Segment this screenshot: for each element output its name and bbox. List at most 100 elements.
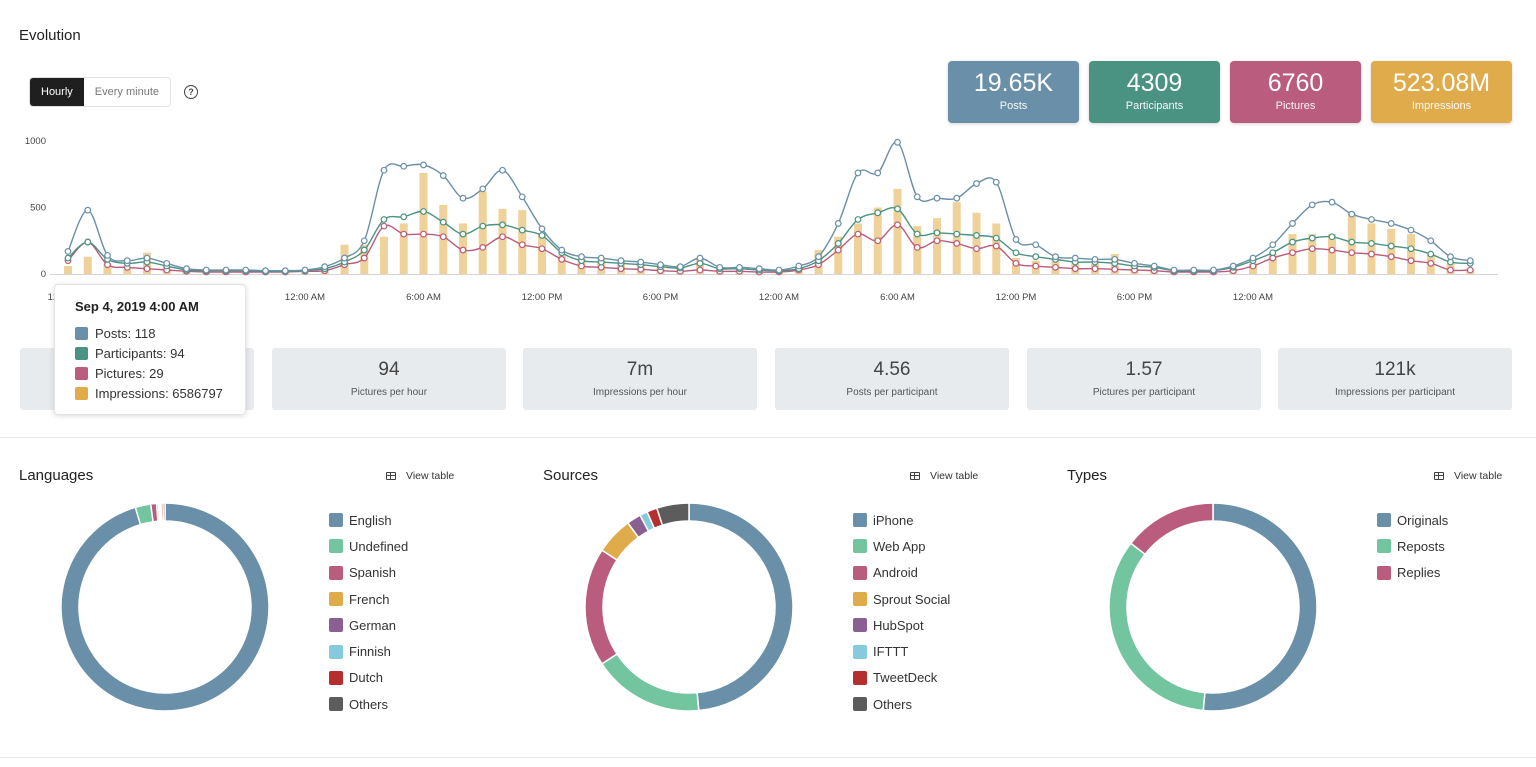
kpi-posts[interactable]: 19.65K Posts xyxy=(948,61,1079,123)
posts-point[interactable] xyxy=(1368,216,1375,223)
posts-point[interactable] xyxy=(913,193,921,201)
participants-point[interactable] xyxy=(439,218,447,226)
kpi-impressions[interactable]: 523.08M Impressions xyxy=(1371,61,1512,123)
impressions-bar[interactable] xyxy=(1268,254,1277,274)
posts-point[interactable] xyxy=(1190,266,1198,274)
legend-item[interactable]: Others xyxy=(853,691,950,717)
legend-item[interactable]: German xyxy=(329,612,408,638)
participants-point[interactable] xyxy=(459,230,467,238)
participants-point[interactable] xyxy=(1289,238,1296,246)
posts-point[interactable] xyxy=(815,253,822,261)
posts-point[interactable] xyxy=(894,138,901,146)
pictures-point[interactable] xyxy=(953,240,961,247)
legend-item[interactable]: Reposts xyxy=(1377,533,1448,559)
posts-point[interactable] xyxy=(301,266,309,274)
legend-item[interactable]: Finnish xyxy=(329,638,408,664)
pictures-point[interactable] xyxy=(992,242,1000,250)
pictures-point[interactable] xyxy=(1012,259,1020,267)
posts-point[interactable] xyxy=(262,267,269,275)
participants-point[interactable] xyxy=(894,205,901,213)
pictures-point[interactable] xyxy=(1387,253,1395,261)
participants-point[interactable] xyxy=(518,226,526,234)
legend-item[interactable]: Originals xyxy=(1377,507,1448,533)
pictures-point[interactable] xyxy=(1447,266,1454,274)
pictures-point[interactable] xyxy=(1032,262,1040,270)
participants-point[interactable] xyxy=(400,213,408,221)
participants-point[interactable] xyxy=(973,232,980,239)
participants-point[interactable] xyxy=(1032,253,1040,261)
posts-point[interactable] xyxy=(84,206,92,214)
legend-item[interactable]: Replies xyxy=(1377,560,1448,586)
posts-point[interactable] xyxy=(953,194,961,202)
pictures-point[interactable] xyxy=(400,230,408,238)
sources-view-table-button[interactable]: View table xyxy=(910,470,978,482)
posts-point[interactable] xyxy=(163,259,171,267)
types-donut[interactable] xyxy=(1106,500,1320,714)
every-minute-option[interactable]: Every minute xyxy=(83,78,170,106)
posts-point[interactable] xyxy=(1447,253,1454,261)
posts-point[interactable] xyxy=(1071,254,1079,262)
participants-point[interactable] xyxy=(64,254,72,262)
participants-point[interactable] xyxy=(834,240,842,247)
participants-point[interactable] xyxy=(1269,249,1277,257)
participants-point[interactable] xyxy=(953,230,961,238)
posts-point[interactable] xyxy=(1111,255,1119,263)
posts-point[interactable] xyxy=(637,258,645,266)
posts-point[interactable] xyxy=(736,263,743,271)
participants-point[interactable] xyxy=(420,208,427,215)
posts-point[interactable] xyxy=(1348,210,1356,218)
posts-point[interactable] xyxy=(518,193,526,201)
hourly-option[interactable]: Hourly xyxy=(30,78,84,106)
posts-point[interactable] xyxy=(538,225,546,233)
legend-item[interactable]: Web App xyxy=(853,533,950,559)
pictures-point[interactable] xyxy=(1348,249,1356,257)
pictures-point[interactable] xyxy=(380,222,388,230)
posts-point[interactable] xyxy=(1308,201,1316,209)
posts-point[interactable] xyxy=(1052,253,1059,261)
legend-item[interactable]: French xyxy=(329,586,408,612)
types-view-table-button[interactable]: View table xyxy=(1434,470,1502,482)
pictures-point[interactable] xyxy=(1091,265,1099,273)
participants-point[interactable] xyxy=(933,229,941,237)
impressions-bar[interactable] xyxy=(123,268,132,274)
posts-point[interactable] xyxy=(992,178,1000,186)
donut-slice[interactable] xyxy=(688,502,794,712)
posts-point[interactable] xyxy=(676,263,684,271)
posts-point[interactable] xyxy=(202,266,210,274)
participants-point[interactable] xyxy=(499,221,506,229)
pictures-point[interactable] xyxy=(854,230,862,238)
pictures-point[interactable] xyxy=(479,243,487,251)
evolution-chart[interactable]: 1000 500 0 12:00 PM 6:00 PM 12:00 AM 6:00 AM 12… xyxy=(0,130,1536,310)
kpi-participants[interactable]: 4309 Participants xyxy=(1089,61,1220,123)
pictures-point[interactable] xyxy=(913,243,921,251)
pictures-point[interactable] xyxy=(1071,265,1079,273)
posts-point[interactable] xyxy=(933,194,941,202)
posts-point[interactable] xyxy=(380,166,388,174)
posts-point[interactable] xyxy=(104,251,111,259)
participants-point[interactable] xyxy=(992,234,1000,242)
legend-item[interactable]: iPhone xyxy=(853,507,950,533)
donut-slice[interactable] xyxy=(655,502,690,527)
impressions-bar[interactable] xyxy=(893,188,902,274)
languages-donut[interactable] xyxy=(58,500,272,714)
impressions-bar[interactable] xyxy=(1328,234,1336,274)
legend-item[interactable]: Dutch xyxy=(329,665,408,691)
donut-slice[interactable] xyxy=(584,549,619,665)
pictures-point[interactable] xyxy=(1289,249,1296,257)
legend-item[interactable]: TweetDeck xyxy=(853,665,950,691)
posts-point[interactable] xyxy=(854,169,862,177)
legend-item[interactable]: Undefined xyxy=(329,533,408,559)
posts-point[interactable] xyxy=(400,162,408,170)
legend-item[interactable]: English xyxy=(329,507,408,533)
posts-point[interactable] xyxy=(360,237,368,245)
posts-point[interactable] xyxy=(775,266,783,274)
participants-point[interactable] xyxy=(913,230,921,238)
impressions-bar[interactable] xyxy=(1367,223,1376,274)
granularity-toggle[interactable]: Hourly Every minute xyxy=(29,77,171,107)
participants-point[interactable] xyxy=(84,238,92,246)
posts-point[interactable] xyxy=(1032,241,1040,249)
posts-point[interactable] xyxy=(1091,255,1099,263)
legend-item[interactable]: Spanish xyxy=(329,560,408,586)
participants-point[interactable] xyxy=(874,209,882,217)
participants-point[interactable] xyxy=(1328,233,1336,241)
